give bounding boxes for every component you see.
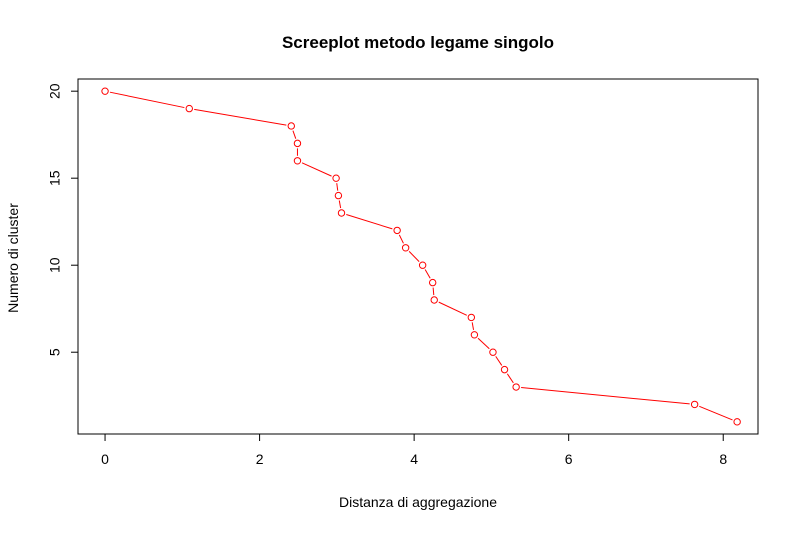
series-line-segment: [338, 200, 342, 209]
series-line-segment: [408, 251, 420, 262]
series-line-segment: [471, 322, 475, 330]
data-point: [393, 226, 401, 235]
series-line-segment: [109, 91, 185, 109]
y-tick-label: 10: [47, 257, 63, 273]
data-point: [287, 122, 295, 130]
data-point: [470, 331, 479, 339]
data-point: [401, 244, 410, 252]
series-line-segment: [398, 234, 404, 244]
series-line-segment: [438, 301, 468, 316]
y-axis-label: Numero di cluster: [5, 203, 21, 313]
y-axis: 5 10 15 20: [47, 83, 79, 356]
series-line-segment: [301, 162, 332, 177]
series-line-segment: [194, 108, 287, 126]
data-point: [512, 383, 520, 391]
series-line-segment: [521, 387, 690, 405]
data-point: [332, 174, 340, 182]
data-point: [418, 261, 427, 269]
chart-title: Screeplot metodo legame singolo: [282, 33, 554, 52]
series-line-segment: [432, 287, 435, 296]
data-point: [293, 157, 302, 165]
x-tick-label: 2: [256, 451, 264, 467]
data-point: [334, 191, 343, 200]
data-point: [185, 104, 193, 113]
x-axis-label: Distanza di aggregazione: [339, 494, 497, 510]
x-tick-label: 0: [101, 451, 109, 467]
x-tick-label: 6: [565, 451, 573, 467]
series-line-segment: [346, 214, 393, 230]
data-point: [500, 365, 509, 374]
data-point: [430, 296, 438, 304]
data-point: [428, 278, 437, 287]
data-point: [467, 313, 476, 322]
x-tick-label: 4: [410, 451, 418, 467]
data-point: [690, 400, 699, 409]
series-line-segment: [424, 269, 431, 279]
series-line-segment: [495, 356, 503, 366]
series-line-segment: [336, 183, 339, 191]
series-layer: [101, 87, 741, 426]
x-tick-label: 8: [719, 451, 727, 467]
data-point: [337, 209, 346, 217]
data-point: [293, 139, 302, 148]
data-point: [489, 348, 497, 356]
series-line-segment: [477, 337, 490, 350]
x-axis: 0 2 4 6 8: [101, 433, 727, 467]
plot-frame: [77, 78, 759, 435]
series-line-segment: [506, 373, 514, 384]
series-line-segment: [699, 405, 733, 421]
data-point: [101, 87, 109, 95]
data-point: [733, 418, 741, 426]
series-line-segment: [292, 130, 297, 139]
y-tick-label: 20: [47, 83, 63, 99]
y-tick-label: 15: [47, 170, 63, 186]
y-tick-label: 5: [47, 348, 63, 356]
